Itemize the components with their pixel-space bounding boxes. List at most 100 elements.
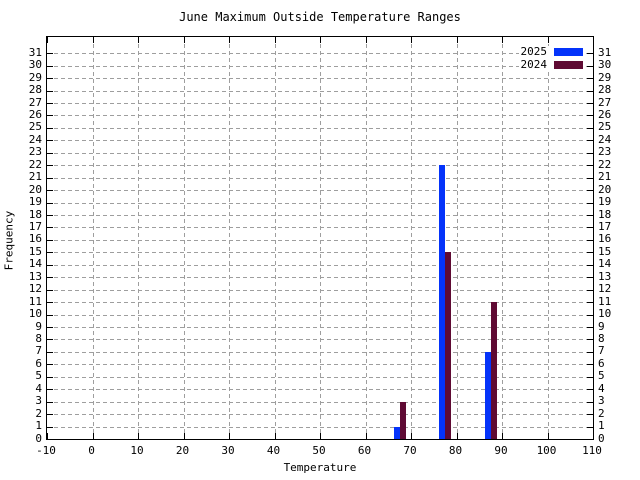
y-tick [587,376,593,378]
y-tick [47,339,53,341]
x-tick [547,37,549,43]
x-tick-label: 20 [175,444,190,457]
y-tick [587,289,593,291]
v-gridline [456,37,458,439]
y-tick-label-right: 29 [598,70,612,84]
x-tick-label: 50 [312,444,326,457]
y-tick [47,426,53,428]
y-tick [47,351,53,353]
x-tick [92,37,94,43]
y-tick-label-left: 26 [28,107,42,121]
v-gridline [183,37,185,439]
v-gridline [502,37,503,439]
y-tick [587,127,593,129]
y-tick-label-right: 15 [598,244,612,258]
bar-2025-bin-87.5 [484,351,491,439]
y-tick [587,389,593,391]
y-tick-label-right: 19 [598,195,612,208]
x-tick-label: 70 [403,444,417,457]
x-tick [547,433,549,439]
x-tick [274,37,276,43]
x-tick-label: 0 [88,444,95,457]
x-tick [365,37,367,43]
y-tick [587,140,593,142]
y-tick-label-left: 24 [28,132,42,146]
v-gridline [365,37,367,439]
legend-entry-2024: 2024 [521,58,583,72]
y-tick-label-right: 11 [598,294,612,308]
y-tick [47,376,53,378]
y-tick [587,152,593,154]
x-tick [502,433,503,439]
x-tick [320,37,321,43]
x-tick [411,37,412,43]
legend: 2025 2024 [518,46,585,72]
y-tick-label-right: 9 [598,319,605,333]
y-tick-label-left: 12 [28,282,42,296]
x-tick [456,37,458,43]
y-tick-label-right: 5 [598,369,605,383]
y-tick-label-left: 15 [28,244,42,258]
y-tick-label-right: 31 [598,45,612,59]
y-tick [587,215,593,216]
y-tick-label-left: 17 [28,219,42,233]
y-tick-label-left: 19 [28,195,42,208]
y-tick-label-right: 26 [598,107,612,121]
x-tick-label: 10 [130,444,144,457]
y-tick-label-left: 25 [28,120,42,134]
y-tick-label-right: 17 [598,219,612,233]
y-tick [587,302,593,304]
y-tick [47,239,53,241]
y-tick-label-right: 12 [598,282,612,296]
y-tick-label-right: 20 [598,182,612,196]
y-tick [587,252,593,254]
y-tick [47,364,53,366]
legend-swatch-2024-icon [554,60,583,69]
y-tick-label-left: 3 [35,394,42,408]
plot-area: 2025 2024 [46,36,594,440]
y-tick-label-right: 14 [598,257,612,271]
y-tick-label-left: 7 [35,344,42,358]
y-tick-label-left: 23 [28,145,42,159]
y-tick [47,314,53,316]
y-tick-label-right: 3 [598,394,605,408]
y-tick-label-right: 0 [598,431,605,445]
x-tick [138,37,139,43]
y-tick-label-right: 16 [598,232,612,246]
bar-2025-bin-77.5 [439,165,446,439]
y-tick-label-right: 22 [598,157,612,171]
v-gridline [547,37,549,439]
y-tick [587,239,593,241]
y-tick-label-left: 4 [35,381,42,395]
y-tick [587,414,593,416]
y-tick [587,351,593,353]
y-tick [47,90,53,92]
y-tick [587,227,593,229]
v-gridline [138,37,139,439]
y-tick [47,127,53,129]
y-tick [47,277,53,279]
x-tick [229,433,230,439]
x-axis-title: Temperature [283,461,357,474]
y-tick-label-left: 8 [35,331,42,345]
y-tick [47,103,53,104]
v-gridline [274,37,276,439]
x-tick [411,433,412,439]
y-tick-label-left: 2 [35,406,42,420]
y-tick [587,426,593,428]
y-tick [587,277,593,279]
y-tick [47,252,53,254]
x-tick [92,433,94,439]
y-tick [587,165,593,167]
y-tick [47,302,53,304]
legend-entry-2025: 2025 [521,46,583,59]
x-tick [183,433,185,439]
y-tick-label-left: 10 [28,307,42,320]
y-tick [47,202,53,204]
y-tick [47,389,53,391]
x-tick [47,433,48,439]
y-tick [47,115,53,117]
y-tick-label-left: 27 [28,95,42,109]
x-tick-label: -10 [36,444,56,457]
y-tick [587,53,593,55]
